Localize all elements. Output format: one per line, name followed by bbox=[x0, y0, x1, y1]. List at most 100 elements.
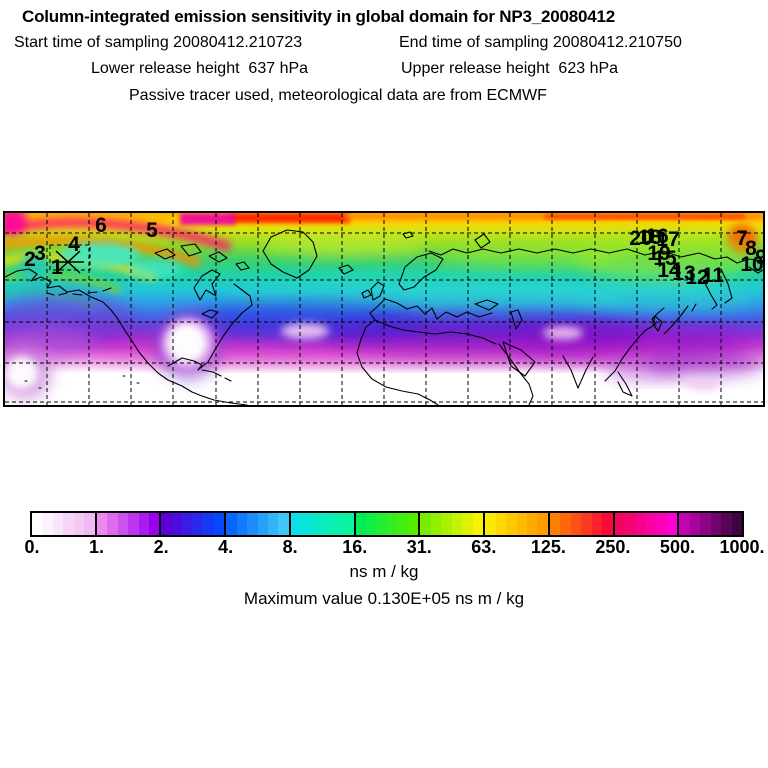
colorbar-tick-label: 16. bbox=[342, 537, 368, 557]
release-marker-18: 18 bbox=[638, 226, 662, 249]
release-marker-20: 20 bbox=[629, 227, 652, 250]
colorbar-cell bbox=[366, 513, 377, 535]
colorbar-cell bbox=[397, 513, 408, 535]
colorbar-tick-label: 8. bbox=[282, 537, 298, 557]
colorbar-cell bbox=[537, 513, 548, 535]
colorbar-segment bbox=[94, 513, 160, 535]
colorbar-segment bbox=[612, 513, 678, 535]
colorbar-cell bbox=[625, 513, 636, 535]
colorbar-units: ns m / kg bbox=[349, 562, 419, 581]
colorbar-cell bbox=[407, 513, 419, 535]
release-marker-2: 2 bbox=[24, 248, 36, 271]
colorbar-cell bbox=[52, 513, 64, 535]
colorbar-cell bbox=[710, 513, 722, 535]
colorbar-cell bbox=[689, 513, 701, 535]
colorbar-cell bbox=[322, 513, 333, 535]
colorbar-cell bbox=[666, 513, 678, 535]
colorbar-tick-label: 125. bbox=[530, 537, 566, 557]
colorbar-cell bbox=[506, 513, 517, 535]
colorbar-cell bbox=[376, 513, 388, 535]
release-marker-8: 8 bbox=[745, 237, 757, 260]
colorbar-cell bbox=[451, 513, 463, 535]
colorbar-tick-label: 1. bbox=[89, 537, 105, 557]
colorbar-segment bbox=[32, 513, 95, 535]
colorbar-cell bbox=[32, 513, 43, 535]
colorbar-tick-label: 250. bbox=[595, 537, 631, 557]
plot-title: Column-integrated emission sensitivity i… bbox=[22, 7, 616, 26]
colorbar-cell bbox=[472, 513, 484, 535]
field-detail-blobs bbox=[5, 213, 763, 399]
colorbar-cell bbox=[268, 513, 279, 535]
colorbar-tick-labels: 0. 1. 2. 4. 8. 16. 31. 63. 125. 250. 500. 1000. bbox=[24, 537, 764, 559]
colorbar-cell bbox=[149, 513, 160, 535]
colorbar-cell bbox=[128, 513, 139, 535]
start-time-text: Start time of sampling 20080412.210723 bbox=[14, 34, 303, 51]
colorbar-cell bbox=[290, 513, 302, 535]
colorbar-cell bbox=[171, 513, 183, 535]
colorbar-cell bbox=[226, 513, 237, 535]
colorbar-segment bbox=[159, 513, 225, 535]
colorbar-cell bbox=[570, 513, 582, 535]
colorbar-cell bbox=[42, 513, 53, 535]
colorbar-cell bbox=[192, 513, 204, 535]
colorbar-cell bbox=[161, 513, 172, 535]
colorbar-cell bbox=[63, 513, 74, 535]
release-marker-10: 10 bbox=[740, 253, 763, 276]
colorbar-segment bbox=[677, 513, 743, 535]
release-marker-15: 15 bbox=[653, 247, 677, 270]
colorbar-cell bbox=[257, 513, 269, 535]
colorbar-cell bbox=[485, 513, 496, 535]
release-marker-7: 7 bbox=[736, 227, 748, 250]
end-time-text: End time of sampling 20080412.210750 bbox=[399, 34, 682, 51]
colorbar-tick-label: 31. bbox=[406, 537, 432, 557]
colorbar-cell bbox=[203, 513, 214, 535]
colorbar-cell bbox=[679, 513, 690, 535]
colorbar-tick-label: 0. bbox=[24, 537, 40, 557]
colorbar-cell bbox=[278, 513, 289, 535]
colorbar-cell bbox=[721, 513, 732, 535]
colorbar-cell bbox=[591, 513, 603, 535]
colorbar-tick-label: 2. bbox=[153, 537, 169, 557]
colorbar-segment bbox=[418, 513, 484, 535]
colorbar-cell bbox=[343, 513, 354, 535]
colorbar-cell bbox=[182, 513, 193, 535]
release-marker-11: 11 bbox=[702, 264, 725, 287]
colorbar-tick-label: 500. bbox=[659, 537, 695, 557]
colorbar-cell bbox=[526, 513, 538, 535]
colorbar-tick-label: 4. bbox=[218, 537, 234, 557]
colorbar-cell bbox=[247, 513, 258, 535]
colorbar-cell bbox=[731, 513, 743, 535]
release-box bbox=[49, 244, 91, 271]
colorbar-cell bbox=[301, 513, 312, 535]
release-marker-9: 9 bbox=[755, 246, 763, 269]
release-marker-5: 5 bbox=[146, 219, 158, 242]
colorbar-cell bbox=[441, 513, 452, 535]
colorbar-cell bbox=[560, 513, 571, 535]
colorbar-cell bbox=[236, 513, 248, 535]
tracer-note-text: Passive tracer used, meteorological data… bbox=[129, 87, 547, 104]
colorbar-segment bbox=[483, 513, 548, 535]
colorbar-tick-label: 1000. bbox=[719, 537, 765, 557]
colorbar-cell bbox=[635, 513, 646, 535]
release-marker-14: 14 bbox=[657, 259, 681, 282]
colorbar-cell bbox=[430, 513, 442, 535]
colorbar-cell bbox=[332, 513, 344, 535]
lower-release-text: Lower release height 637 hPa bbox=[91, 60, 309, 77]
release-marker-3: 3 bbox=[34, 242, 46, 265]
colorbar-cell bbox=[462, 513, 473, 535]
release-marker-16: 16 bbox=[645, 225, 668, 248]
map-panel: 1 2 3 4 5 6 7 8 9 10 11 12 13 14 15 16 17 18 19 20 bbox=[3, 211, 765, 407]
colorbar-cell bbox=[656, 513, 667, 535]
colorbar-cell bbox=[581, 513, 592, 535]
release-marker-13: 13 bbox=[672, 262, 695, 285]
colorbar-cell bbox=[311, 513, 323, 535]
release-marker-6: 6 bbox=[95, 214, 107, 237]
release-marker-12: 12 bbox=[685, 266, 708, 289]
colorbar-segment bbox=[353, 513, 419, 535]
upper-release-text: Upper release height 623 hPa bbox=[401, 60, 619, 77]
colorbar-segment bbox=[224, 513, 289, 535]
release-marker-19: 19 bbox=[647, 242, 670, 265]
